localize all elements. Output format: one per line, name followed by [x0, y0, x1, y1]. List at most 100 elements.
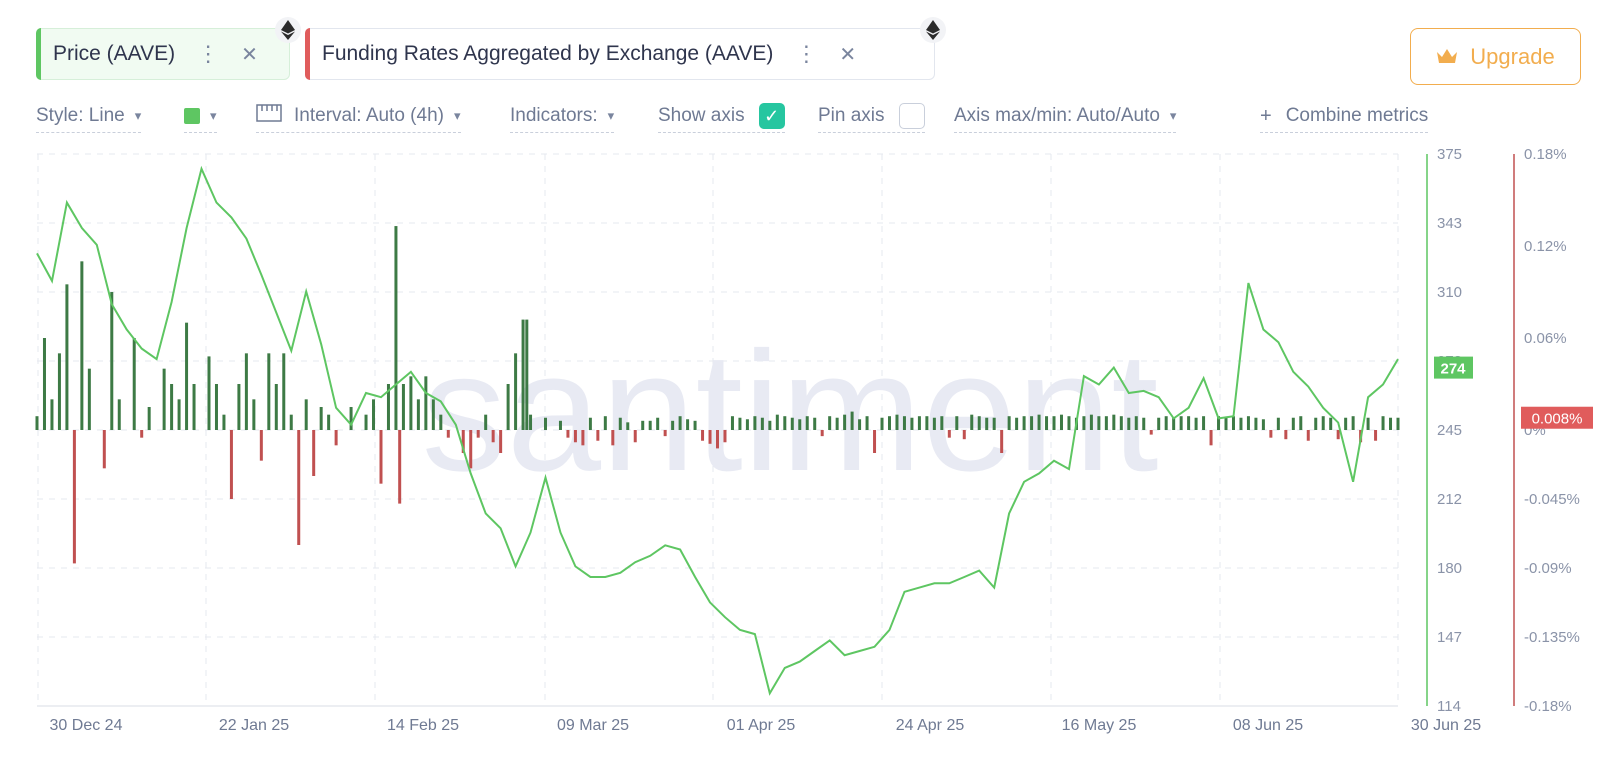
- funding-bar: [274, 384, 278, 430]
- more-options-icon[interactable]: ⋮: [795, 41, 818, 66]
- funding-bar: [364, 414, 368, 430]
- axes: 375 343 310 278 245 212 180 147 114 0.18% 0.12% 0.0…: [37, 146, 1593, 734]
- price-line: [36, 165, 1399, 696]
- funding-bar: [618, 417, 622, 430]
- funding-bar: [398, 430, 402, 504]
- price-last-value: 274: [1440, 361, 1466, 378]
- funding-bar: [110, 292, 114, 430]
- price-last-value-badge: [1434, 356, 1473, 379]
- funding-bar: [813, 417, 817, 430]
- funding-bar: [783, 416, 787, 430]
- funding-bar: [865, 416, 869, 430]
- funding-bar: [424, 376, 428, 430]
- funding-bar: [252, 399, 256, 430]
- metric-chip-price[interactable]: Price (AAVE) ⋮ ✕: [36, 17, 301, 80]
- funding-bar: [753, 416, 757, 430]
- funding-bar: [566, 430, 570, 438]
- x-tick-label: 22 Jan 25: [219, 717, 289, 734]
- x-tick-label: 08 Jun 25: [1233, 717, 1303, 734]
- funding-bar: [745, 419, 749, 430]
- funding-bar: [581, 430, 585, 446]
- ruler-icon: [256, 104, 282, 128]
- chevron-down-icon: ▾: [453, 108, 461, 123]
- upgrade-label: Upgrade: [1470, 43, 1555, 69]
- pin-axis-label: Pin axis: [818, 105, 885, 126]
- funding-bar: [214, 384, 218, 430]
- funding-bar: [730, 416, 734, 430]
- close-icon[interactable]: ✕: [241, 43, 258, 66]
- funding-bar: [1306, 430, 1310, 441]
- funding-bar: [1082, 416, 1086, 430]
- funding-bar: [641, 420, 645, 430]
- funding-bar: [170, 384, 174, 430]
- funding-bar: [648, 420, 652, 430]
- funding-bar: [1284, 430, 1288, 440]
- funding-bar: [192, 384, 196, 430]
- funding-bar: [1269, 430, 1273, 438]
- pin-axis-toggle[interactable]: Pin axis: [818, 100, 925, 133]
- funding-bar: [132, 338, 136, 430]
- funding-bar: [529, 414, 533, 430]
- upgrade-button[interactable]: Upgrade: [1410, 28, 1581, 85]
- funding-bar: [1231, 416, 1235, 430]
- metric-color-bar: [36, 28, 41, 80]
- funding-bar: [701, 430, 705, 441]
- funding-bar: [828, 416, 832, 430]
- funding-bar: [1389, 417, 1393, 430]
- x-tick-label: 30 Jun 25: [1411, 717, 1481, 734]
- funding-bar: [671, 420, 675, 430]
- funding-bar: [282, 353, 286, 430]
- funding-bar: [484, 414, 488, 430]
- color-picker[interactable]: ▾: [184, 100, 217, 133]
- funding-bar: [1291, 417, 1295, 430]
- funding-tick-label: 0%: [1524, 422, 1546, 439]
- funding-bar: [1045, 416, 1049, 430]
- funding-bar: [491, 430, 495, 443]
- show-axis-checkbox[interactable]: ✓: [758, 103, 785, 129]
- price-tick-label: 375: [1437, 146, 1462, 163]
- funding-bar: [985, 417, 989, 430]
- funding-bar: [558, 420, 562, 430]
- funding-bar: [768, 420, 772, 430]
- x-tick-label: 16 May 25: [1062, 717, 1137, 734]
- combine-metrics-button[interactable]: + Combine metrics: [1260, 100, 1429, 133]
- funding-bar: [955, 416, 959, 430]
- pin-axis-checkbox[interactable]: [898, 103, 925, 129]
- axis-maxmin-label: Axis max/min: Auto/Auto: [954, 105, 1160, 126]
- funding-bar: [1000, 430, 1004, 453]
- axis-maxmin-dropdown[interactable]: Axis max/min: Auto/Auto ▾: [954, 100, 1177, 133]
- funding-bar: [760, 417, 764, 430]
- funding-bar: [140, 430, 144, 438]
- funding-bar: [573, 430, 577, 443]
- funding-bar: [349, 407, 353, 430]
- funding-tick-label: 0.12%: [1524, 238, 1567, 255]
- funding-bar: [603, 416, 607, 430]
- funding-bar: [312, 430, 316, 476]
- funding-bar: [1381, 416, 1385, 430]
- show-axis-toggle[interactable]: Show axis ✓: [658, 100, 785, 133]
- funding-bar: [289, 414, 293, 430]
- funding-last-value-badge: [1521, 406, 1593, 429]
- funding-bar: [1134, 416, 1138, 430]
- funding-bar: [947, 430, 951, 438]
- funding-bar: [663, 430, 667, 437]
- funding-bar: [1097, 416, 1101, 430]
- funding-bar: [72, 430, 76, 564]
- funding-bar: [1157, 417, 1161, 430]
- interval-dropdown[interactable]: Interval: Auto (4h) ▾: [256, 100, 461, 133]
- plus-icon: +: [1260, 104, 1272, 127]
- more-options-icon[interactable]: ⋮: [197, 41, 220, 66]
- funding-bar: [1396, 417, 1400, 430]
- funding-bar: [693, 420, 697, 430]
- funding-bar: [267, 353, 271, 430]
- metric-chip-funding[interactable]: Funding Rates Aggregated by Exchange (AA…: [305, 17, 946, 80]
- funding-bar: [902, 416, 906, 430]
- indicators-dropdown[interactable]: Indicators: ▾: [510, 100, 615, 133]
- price-tick-label: 212: [1437, 491, 1462, 508]
- style-dropdown[interactable]: Style: Line ▾: [36, 100, 142, 133]
- funding-bar: [1030, 416, 1034, 430]
- funding-bar: [1089, 414, 1093, 430]
- x-tick-label: 24 Apr 25: [896, 717, 965, 734]
- close-icon[interactable]: ✕: [839, 43, 857, 66]
- chevron-down-icon: ▾: [607, 108, 615, 123]
